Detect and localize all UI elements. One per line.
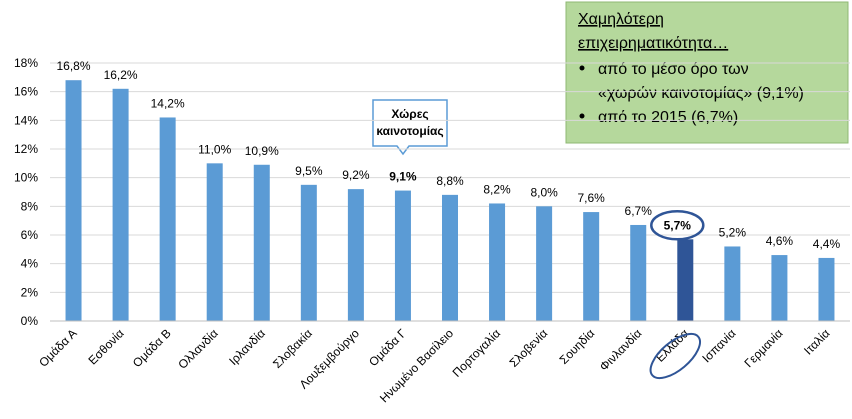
bar: [347, 189, 364, 321]
value-label: 4,4%: [813, 237, 841, 251]
bar: [394, 190, 411, 321]
x-tick-label: Ιρλανδία: [226, 326, 268, 368]
value-label: 7,6%: [577, 191, 605, 205]
value-label: 8,8%: [436, 174, 464, 188]
bar: [536, 206, 553, 321]
y-tick-label: 16%: [14, 85, 38, 99]
bullet: [579, 65, 585, 71]
note-title: Χαμηλότερη: [578, 11, 664, 28]
bar: [583, 212, 600, 321]
value-label: 9,2%: [342, 168, 370, 182]
note-background: [565, 1, 849, 144]
value-label: 10,9%: [245, 144, 279, 158]
bar: [65, 80, 82, 321]
y-tick-label: 18%: [14, 56, 38, 70]
note-bullet: «χωρών καινοτομίας» (9,1%): [598, 85, 804, 102]
value-label: 5,2%: [719, 225, 747, 239]
bar: [724, 246, 741, 321]
bar: [630, 224, 647, 321]
y-tick-label: 14%: [14, 113, 38, 127]
value-label: 16,2%: [104, 68, 138, 82]
x-tick-label: Εσθονία: [85, 326, 126, 367]
highlight-ring: [650, 210, 705, 241]
x-tick-label: Φινλανδία: [597, 326, 645, 374]
value-label: 8,0%: [530, 185, 558, 199]
callout-text: Χώρες: [391, 107, 428, 121]
x-tick-label: Σλοβενία: [507, 326, 551, 370]
x-tick-label: Ομάδα Γ: [366, 326, 409, 369]
y-tick-label: 8%: [21, 199, 39, 213]
x-tick-label: Γερμανία: [742, 326, 786, 370]
y-tick-label: 10%: [14, 171, 38, 185]
value-label: 9,5%: [295, 164, 323, 178]
value-label: 6,7%: [625, 204, 653, 218]
note-box: Χαμηλότερη επιχειρηματικότητα… από το μέ…: [565, 1, 849, 144]
x-tick-label: Ολλανδία: [175, 326, 221, 372]
bar: [489, 203, 506, 321]
y-tick-label: 12%: [14, 142, 38, 156]
value-label: 5,7%: [664, 218, 692, 232]
value-label: 11,0%: [198, 142, 231, 156]
x-tick-label: Ομάδα Β: [130, 326, 174, 370]
highlight-ring: [649, 332, 701, 380]
x-tick-label: Ιταλία: [801, 326, 832, 357]
callout: Χώρες καινοτομίας: [372, 99, 448, 156]
bar: [818, 257, 835, 321]
x-tick-label: Πορτογαλία: [450, 326, 504, 380]
y-tick-label: 6%: [21, 228, 39, 242]
bar: [112, 88, 129, 321]
x-tick-label: Ελλάδα: [653, 326, 691, 364]
callout-box: [372, 99, 448, 156]
value-label: 16,8%: [57, 59, 91, 73]
bar: [206, 163, 223, 321]
note-title: επιχειρηματικότητα…: [578, 35, 728, 52]
y-tick-label: 2%: [21, 285, 39, 299]
y-tick-label: 0%: [21, 314, 39, 328]
x-tick-label: Ισπανία: [699, 326, 738, 365]
x-tick-label: Σλοβακία: [270, 326, 315, 371]
value-label: 14,2%: [151, 96, 185, 110]
value-label: 9,1%: [389, 170, 417, 184]
bar: [253, 164, 270, 321]
x-tick-label: Σουηδία: [557, 326, 598, 367]
value-label: 8,2%: [483, 182, 511, 196]
x-tick-label: Ομάδα Α: [36, 326, 79, 369]
bar: [442, 194, 458, 321]
bar: [677, 239, 694, 321]
bar: [771, 255, 788, 321]
bar: [300, 184, 317, 321]
y-tick-label: 4%: [21, 257, 39, 271]
value-label: 4,6%: [766, 234, 794, 248]
bullet: [579, 113, 585, 119]
bar: [159, 117, 176, 321]
note-bullet: από το 2015 (6,7%): [598, 109, 738, 126]
callout-text: καινοτομίας: [376, 124, 443, 138]
note-bullet: από το μέσο όρο των: [598, 61, 749, 78]
